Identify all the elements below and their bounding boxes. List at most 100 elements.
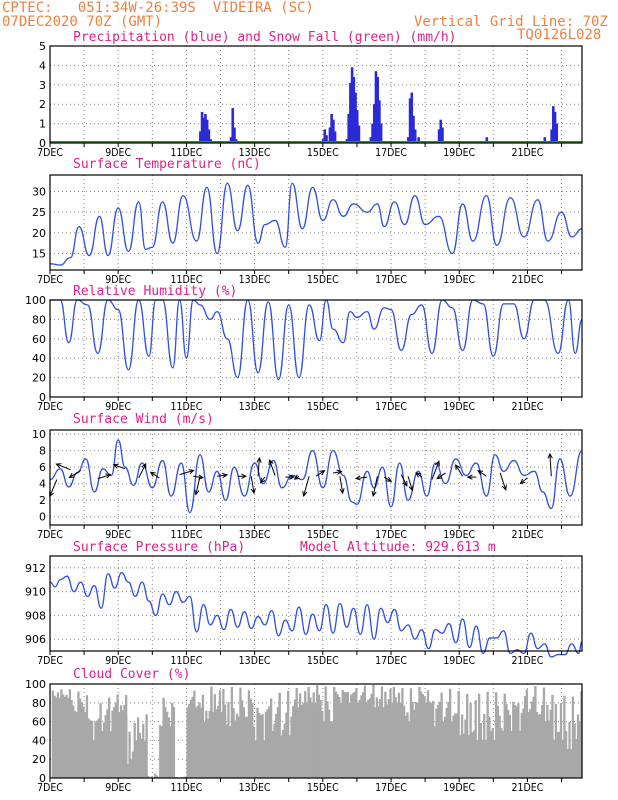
cloud-bar <box>305 702 309 778</box>
y-tick-label: 30 <box>32 186 46 199</box>
cloud-bar <box>77 691 80 778</box>
cloud-bar <box>89 720 92 778</box>
wind-vector <box>269 459 276 476</box>
cloud-bar <box>442 721 445 778</box>
x-tick-label: 15DEC <box>307 401 339 413</box>
cloud-bar <box>203 721 206 778</box>
cloud-bar <box>300 704 303 778</box>
grid-line-note: Vertical Grid Line: 70Z <box>414 14 608 30</box>
cloud-bar <box>94 721 97 778</box>
wind-arrowhead <box>455 464 461 471</box>
y-tick-label: 80 <box>32 697 46 710</box>
y-tick-label: 5 <box>39 40 46 53</box>
wind-vector <box>372 476 378 496</box>
precip-bar <box>330 113 333 143</box>
x-tick-label: 15DEC <box>307 529 339 541</box>
cloud-bar <box>189 699 193 778</box>
cloud-bar <box>65 694 68 778</box>
cloud-bar <box>385 704 389 778</box>
cloud-bar <box>466 693 469 778</box>
wind-vector <box>138 463 147 479</box>
cloud-bar <box>431 701 435 778</box>
precip-bar <box>328 127 332 143</box>
y-tick-label: 15 <box>32 247 46 260</box>
cloud-bar <box>133 722 136 778</box>
precip-bar <box>325 135 328 143</box>
cloud-bar <box>200 707 203 778</box>
cloud-bar <box>172 707 176 778</box>
wind-arrowhead <box>293 474 300 480</box>
precip-bar <box>347 113 350 143</box>
cloud-bar <box>324 686 327 778</box>
wind-arrowhead <box>434 460 440 467</box>
wind-arrowhead <box>319 470 326 476</box>
precip-bar <box>200 111 204 143</box>
cloud-bar <box>194 707 198 778</box>
cloud-bar <box>208 710 211 778</box>
x-tick-label: 19DEC <box>443 147 475 159</box>
cloud-bar <box>363 685 367 778</box>
cloud-bar <box>302 702 305 778</box>
cloud-bar <box>387 699 390 778</box>
cloud-bar <box>135 740 138 778</box>
wind-vector <box>400 474 408 487</box>
cloud-bar <box>247 690 251 778</box>
y-tick-label: 25 <box>32 206 46 219</box>
series-line <box>49 299 583 381</box>
y-tick-label: 0 <box>39 391 46 404</box>
precip-bar <box>207 129 211 143</box>
cloud-bar <box>131 751 135 778</box>
cloud-bar <box>140 738 143 778</box>
cloud-bar <box>193 690 196 778</box>
cloud-bar <box>530 701 534 778</box>
plot-frame <box>49 429 583 526</box>
cloud-bar <box>496 705 500 778</box>
y-tick-label: 6 <box>39 461 46 474</box>
wind-arrowhead <box>302 490 308 497</box>
cloud-bar <box>467 735 471 778</box>
wind-arrowhead <box>55 463 62 469</box>
cloud-bar <box>392 686 396 778</box>
x-tick-label: 19DEC <box>443 274 475 286</box>
y-tick-label: 4 <box>39 478 46 491</box>
cloud-bar <box>84 712 87 778</box>
cloud-bar <box>408 721 411 778</box>
y-tick-label: 2 <box>39 494 46 507</box>
cloud-bar <box>573 723 576 778</box>
cloud-bar <box>90 720 94 778</box>
cloud-bar <box>452 715 455 778</box>
cloud-bar <box>99 703 102 778</box>
cloud-bar <box>232 708 235 778</box>
cloud-bar <box>63 697 66 778</box>
precip-bar <box>441 127 444 143</box>
precip-bar <box>369 137 373 143</box>
x-tick-label: 7DEC <box>37 274 63 286</box>
cloud-bar <box>350 694 353 778</box>
cloud-bar <box>384 691 387 778</box>
cloud-bar <box>399 702 402 778</box>
x-tick-label: 21DEC <box>512 529 544 541</box>
cloud-bar <box>377 706 380 778</box>
cloud-bar <box>256 707 259 778</box>
y-tick-label: 100 <box>25 678 46 691</box>
cloud-bar <box>213 694 216 778</box>
wind-vector <box>332 471 342 474</box>
cloud-bar <box>307 687 310 778</box>
cloud-bar <box>544 721 547 778</box>
cloud-bar <box>338 696 341 778</box>
cloud-bar <box>489 731 493 778</box>
x-tick-label: 13DEC <box>239 274 271 286</box>
cloud-bar <box>476 739 479 778</box>
cloud-bar <box>145 714 148 778</box>
cloud-bar <box>571 696 575 778</box>
wind-vector <box>499 472 507 490</box>
cloud-bar <box>524 695 527 778</box>
cloud-bar <box>75 712 78 778</box>
wind-vector <box>179 469 194 476</box>
precip-bar <box>439 119 443 143</box>
cloud-bar <box>68 689 72 778</box>
wind-arrowhead <box>112 463 119 469</box>
y-tick-label: 910 <box>25 586 46 599</box>
x-tick-label: 11DEC <box>170 655 202 667</box>
precip-bar <box>376 77 379 143</box>
